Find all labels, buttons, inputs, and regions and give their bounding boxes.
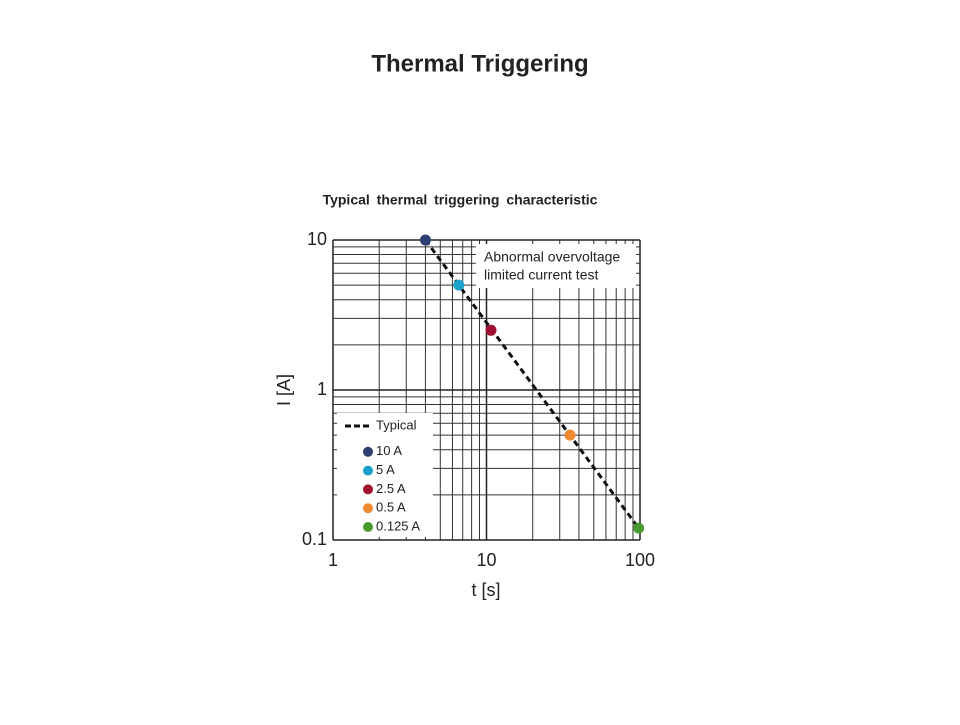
chart-title: Typical thermal triggering characteristi…: [323, 192, 598, 208]
x-tick-label: 100: [625, 550, 655, 570]
legend-label: 0.5 A: [376, 500, 406, 515]
data-point: [564, 429, 576, 441]
legend-swatch: [363, 484, 373, 495]
y-tick-label: 10: [307, 229, 327, 249]
data-point: [453, 279, 465, 291]
data-point: [419, 234, 431, 246]
legend-swatch: [363, 446, 373, 457]
legend-label: 0.125 A: [376, 518, 420, 533]
data-point: [485, 324, 497, 336]
legend-swatch: [363, 522, 373, 532]
data-point: [633, 522, 645, 534]
y-axis-label: I [A]: [274, 374, 294, 406]
x-axis-label: t [s]: [471, 580, 500, 600]
annotation-box: [476, 244, 636, 288]
annotation: limited current test: [484, 267, 598, 283]
legend-label: Typical: [376, 417, 417, 432]
slide-title: Thermal Triggering: [371, 50, 588, 77]
legend-label: 5 A: [376, 462, 395, 477]
x-tick-label: 1: [328, 550, 338, 570]
legend-swatch: [363, 465, 373, 476]
legend-box: [337, 413, 433, 537]
y-tick-label: 1: [317, 379, 327, 399]
legend-label: 10 A: [376, 443, 402, 458]
x-tick-label: 10: [476, 550, 496, 570]
y-tick-label: 0.1: [302, 529, 327, 549]
annotation: Abnormal overvoltage: [484, 249, 620, 265]
legend-label: 2.5 A: [376, 481, 406, 496]
legend-swatch: [363, 503, 373, 514]
